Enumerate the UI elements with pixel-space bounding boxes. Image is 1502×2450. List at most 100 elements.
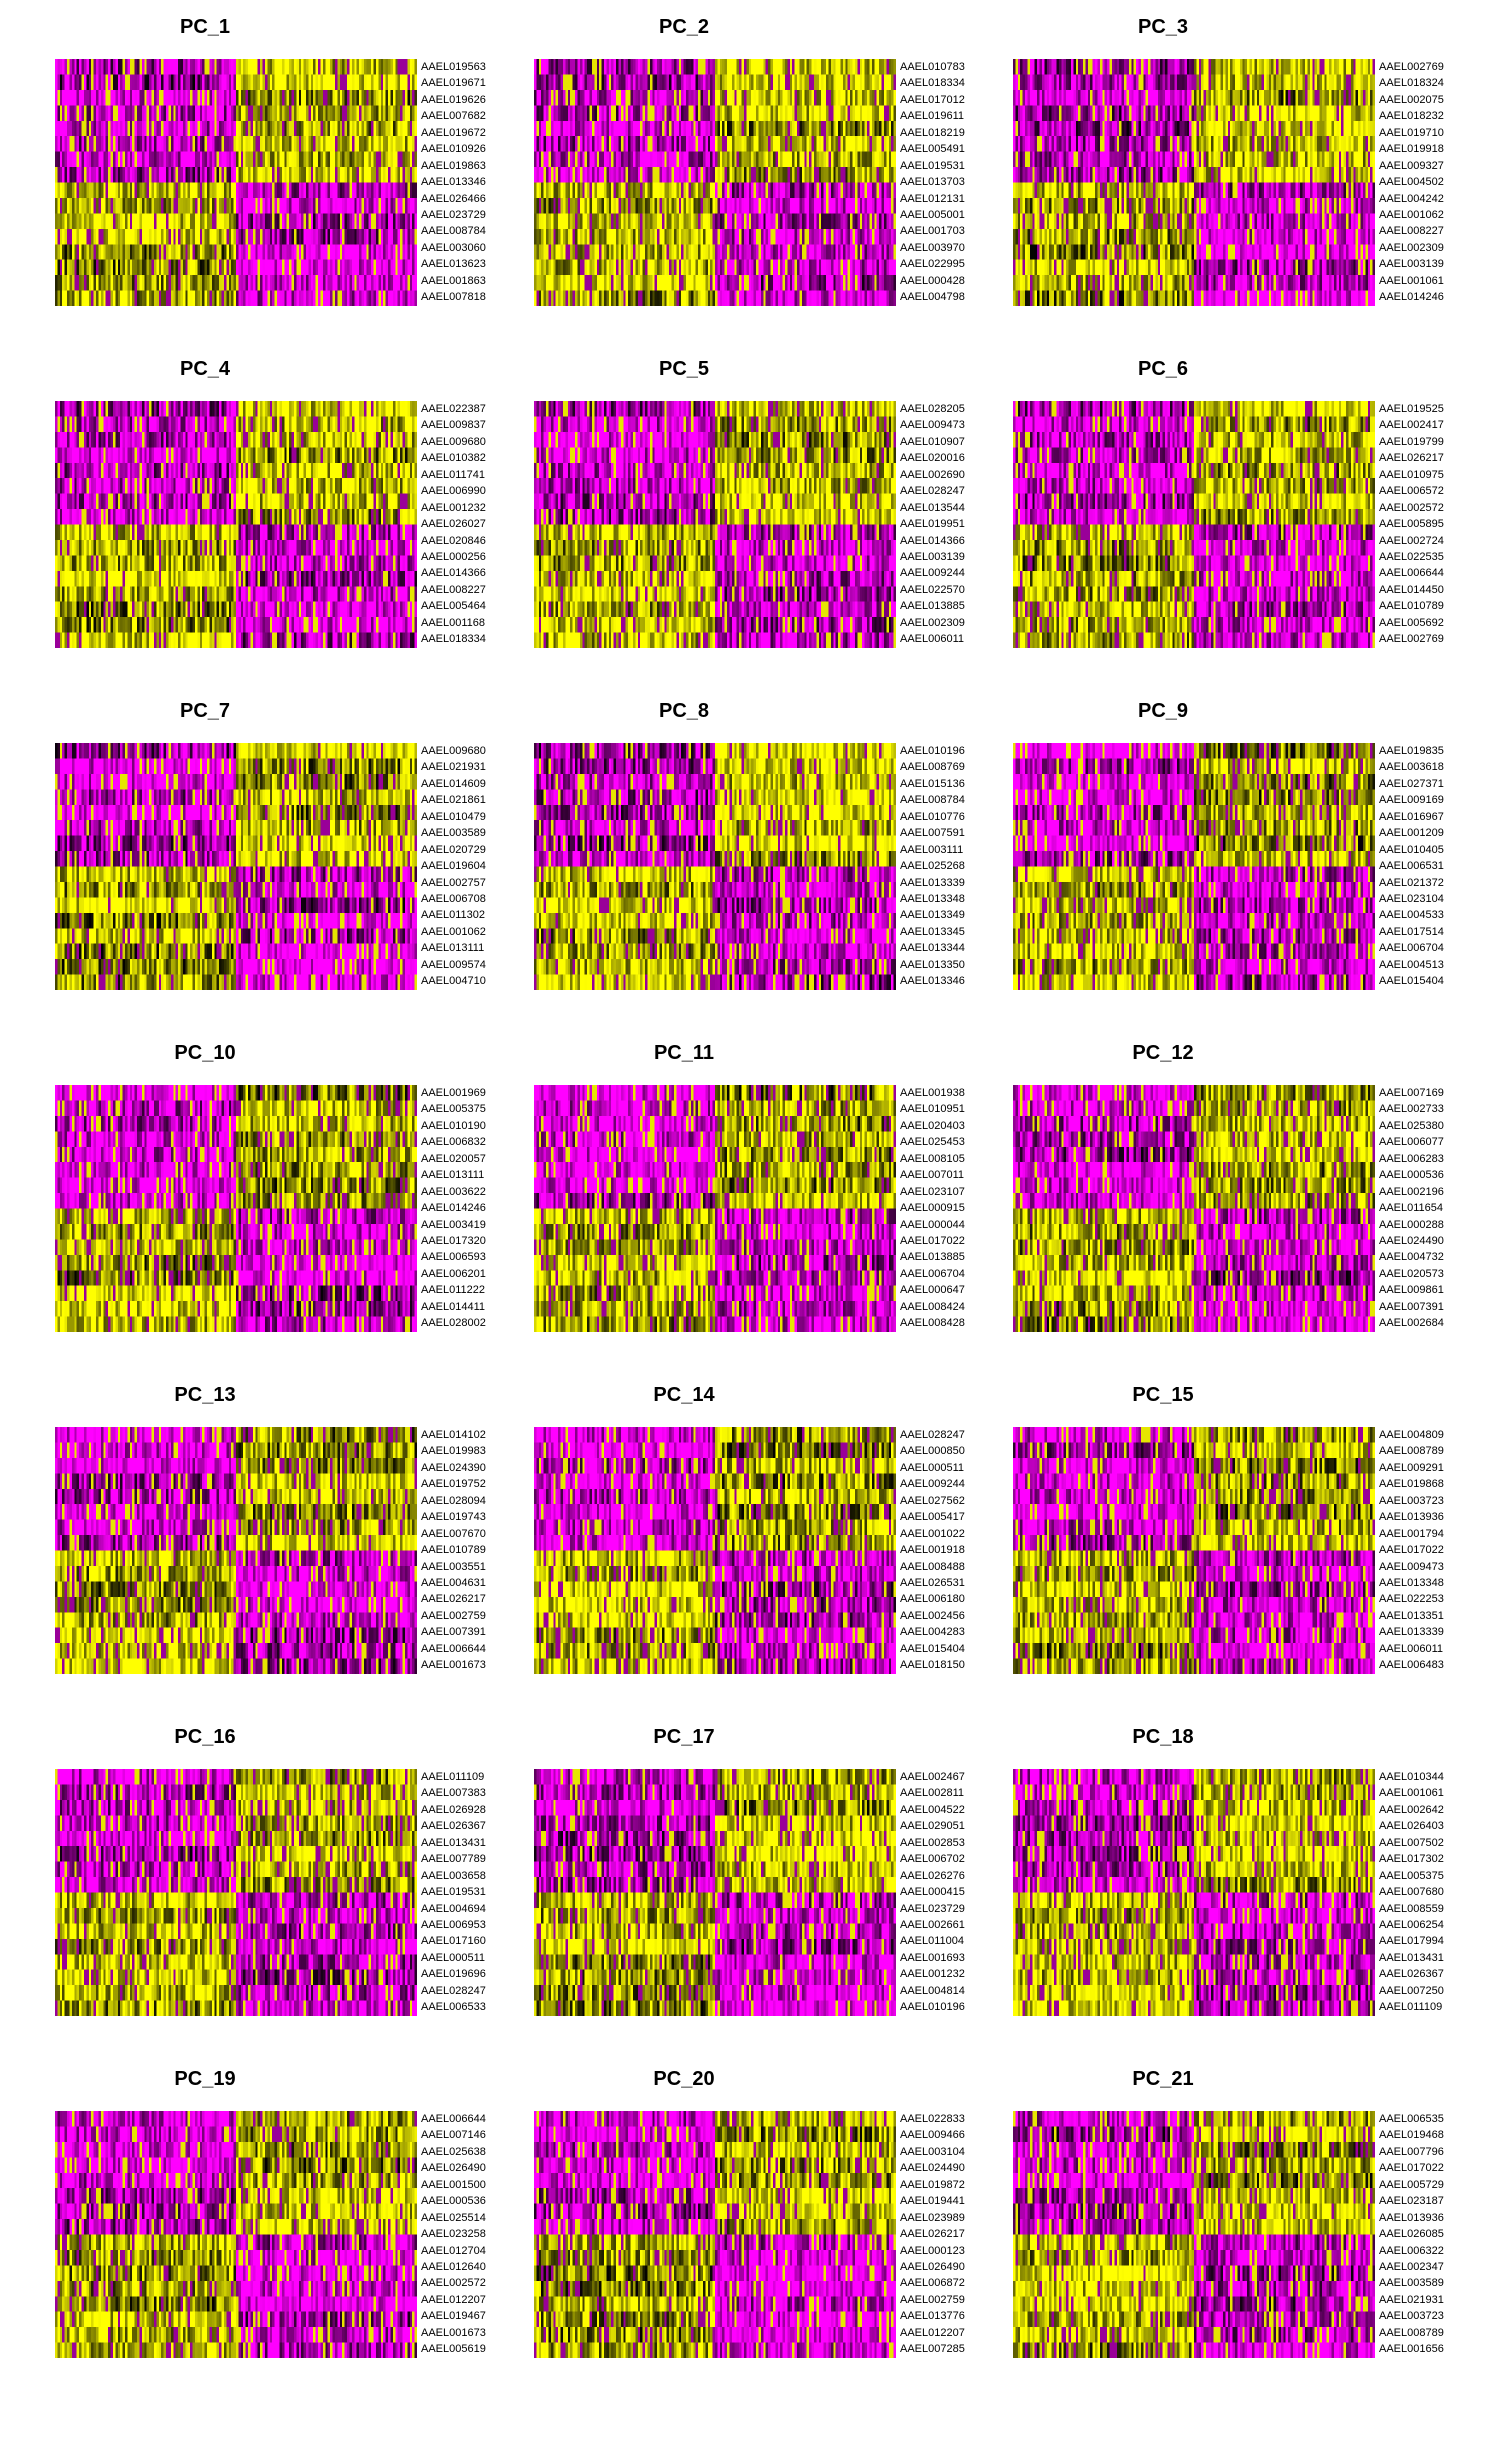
heatmap-cell xyxy=(804,74,808,91)
heatmap-cell xyxy=(412,136,416,153)
heatmap-cell xyxy=(305,167,309,184)
heatmap-cell xyxy=(683,244,687,261)
heatmap-cell xyxy=(823,197,827,214)
heatmap-cell xyxy=(187,275,191,292)
heatmap-cell xyxy=(570,213,574,230)
heatmap-cell xyxy=(414,136,417,153)
heatmap-cell xyxy=(223,275,227,292)
heatmap-cell xyxy=(864,259,868,276)
heatmap-cell xyxy=(334,59,338,76)
heatmap-cell xyxy=(272,182,276,199)
heatmap-cell xyxy=(736,151,740,168)
heatmap-cell xyxy=(236,59,240,76)
heatmap-cell xyxy=(289,74,293,91)
heatmap-cell xyxy=(809,89,813,106)
heatmap-cell xyxy=(763,275,767,292)
heatmap-cell xyxy=(105,59,109,76)
heatmap-cell xyxy=(830,244,834,261)
heatmap-cell xyxy=(151,167,155,184)
heatmap-cell xyxy=(137,136,141,153)
heatmap-cell xyxy=(354,89,358,106)
heatmap-cell xyxy=(231,151,235,168)
heatmap-cell xyxy=(690,228,694,245)
heatmap-cell xyxy=(120,275,124,292)
heatmap-cell xyxy=(688,105,692,122)
heatmap-cell xyxy=(541,182,545,199)
heatmap-cell xyxy=(132,182,136,199)
heatmap-cell xyxy=(252,59,256,76)
heatmap-cell xyxy=(538,105,542,122)
heatmap-cell xyxy=(83,290,87,306)
heatmap-cell xyxy=(587,182,591,199)
heatmap-cell xyxy=(202,105,206,122)
heatmap-cell xyxy=(88,74,92,91)
heatmap-cell xyxy=(613,59,617,76)
heatmap-cell xyxy=(354,228,358,245)
heatmap-cell xyxy=(388,290,392,306)
heatmap-cell xyxy=(284,275,288,292)
heatmap-cell xyxy=(743,89,747,106)
heatmap-cell xyxy=(194,244,198,261)
heatmap-cell xyxy=(676,228,680,245)
heatmap-cell xyxy=(809,290,813,306)
heatmap-cell xyxy=(546,228,550,245)
heatmap-cell xyxy=(320,151,324,168)
heatmap-cell xyxy=(144,259,148,276)
heatmap-cell xyxy=(763,213,767,230)
heatmap-cell xyxy=(144,197,148,214)
heatmap-cell xyxy=(833,259,837,276)
heatmap-cell xyxy=(661,151,665,168)
heatmap-cell xyxy=(257,197,261,214)
heatmap-cell xyxy=(339,213,343,230)
heatmap-cell xyxy=(645,136,649,153)
heatmap-cell xyxy=(1235,59,1239,76)
heatmap-cell xyxy=(775,120,779,137)
heatmap-cell xyxy=(209,120,213,137)
heatmap-cell xyxy=(748,74,752,91)
heatmap-cell xyxy=(673,151,677,168)
heatmap-cell xyxy=(562,213,566,230)
heatmap-cell xyxy=(334,167,338,184)
heatmap-cell xyxy=(103,259,107,276)
heatmap-cell xyxy=(281,74,285,91)
heatmap-cell xyxy=(847,197,851,214)
heatmap-row xyxy=(534,120,896,137)
heatmap-cell xyxy=(383,244,387,261)
heatmap-cell xyxy=(695,89,699,106)
heatmap-cell xyxy=(770,197,774,214)
heatmap-cell xyxy=(541,259,545,276)
heatmap-cell xyxy=(743,136,747,153)
heatmap-cell xyxy=(724,74,728,91)
heatmap-cell xyxy=(115,259,119,276)
heatmap-cell xyxy=(688,275,692,292)
heatmap-cell xyxy=(543,197,547,214)
heatmap-cell xyxy=(862,259,866,276)
heatmap-cell xyxy=(657,213,661,230)
heatmap-cell xyxy=(867,136,871,153)
heatmap-cell xyxy=(835,89,839,106)
heatmap-cell xyxy=(404,89,408,106)
heatmap-cell xyxy=(746,136,750,153)
heatmap-cell xyxy=(98,213,102,230)
heatmap-cell xyxy=(818,259,822,276)
heatmap-cell xyxy=(402,197,406,214)
heatmap-cell xyxy=(833,197,837,214)
heatmap-cell xyxy=(715,151,719,168)
heatmap-cell xyxy=(842,259,846,276)
heatmap-cell xyxy=(722,136,726,153)
heatmap-cell xyxy=(683,259,687,276)
heatmap-cell xyxy=(124,197,128,214)
heatmap-cell xyxy=(606,59,610,76)
heatmap-cell xyxy=(175,244,179,261)
heatmap-cell xyxy=(1230,59,1234,76)
heatmap-cell xyxy=(881,74,885,91)
heatmap-cell xyxy=(402,89,406,106)
heatmap-cell xyxy=(584,151,588,168)
heatmap-cell xyxy=(686,59,690,76)
heatmap-cell xyxy=(277,275,281,292)
heatmap-cell xyxy=(669,213,673,230)
heatmap-cell xyxy=(226,136,230,153)
heatmap-cell xyxy=(536,290,540,306)
heatmap-cell xyxy=(351,228,355,245)
heatmap-cell xyxy=(337,74,341,91)
